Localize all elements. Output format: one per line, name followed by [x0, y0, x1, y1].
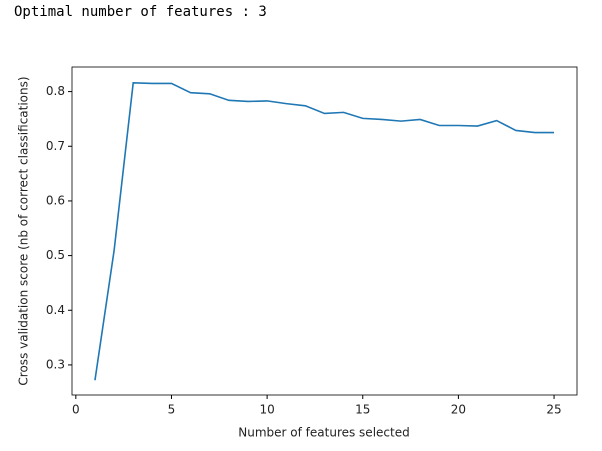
data-line — [94, 82, 555, 381]
x-tick-label: 15 — [355, 403, 370, 417]
x-tick-label: 5 — [168, 403, 176, 417]
plot-frame — [71, 66, 578, 396]
x-tick-label: 10 — [259, 403, 274, 417]
y-axis-label: Cross validation score (nb of correct cl… — [17, 76, 31, 385]
y-tick-label: 0.3 — [46, 357, 65, 371]
y-tick-label: 0.6 — [46, 193, 65, 207]
y-tick-label: 0.5 — [46, 248, 65, 262]
x-tick-label: 25 — [546, 403, 561, 417]
y-tick-label: 0.8 — [46, 84, 65, 98]
x-axis-label: Number of features selected — [238, 426, 409, 440]
x-tick-label: 20 — [451, 403, 466, 417]
output-text: Optimal number of features : 3 — [14, 4, 267, 20]
x-tick-label: 0 — [72, 403, 80, 417]
y-tick-label: 0.4 — [46, 303, 65, 317]
y-tick-label: 0.7 — [46, 139, 65, 153]
